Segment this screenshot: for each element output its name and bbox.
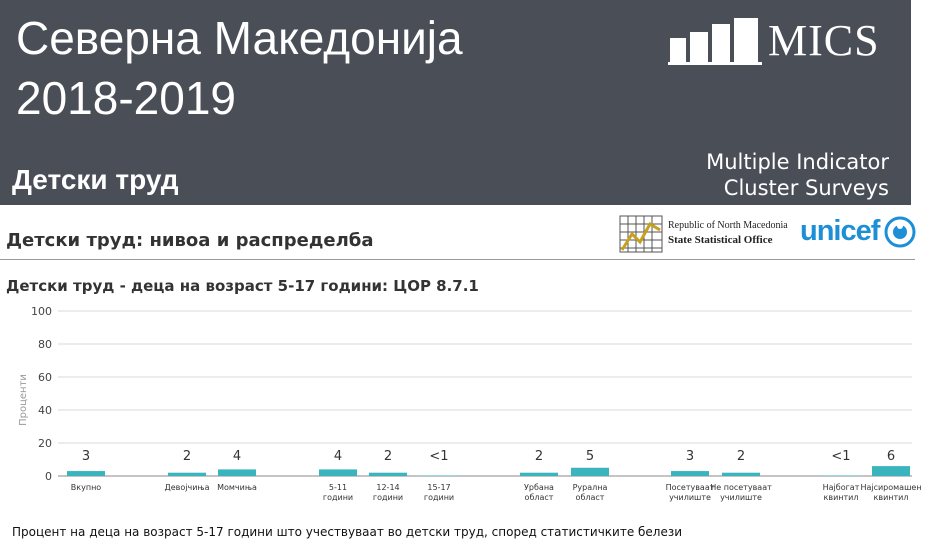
y-tick-label: 0	[45, 470, 52, 483]
bar	[218, 469, 256, 476]
mics-brand: MICS	[768, 16, 880, 65]
x-tick-label: 15-17 години	[424, 483, 454, 502]
topic-title: Детски труд	[12, 164, 179, 195]
value-labels: 3 2 4 4 2 <1 2 5 3 2 <1 6	[82, 449, 895, 464]
survey-years: 2018-2019	[16, 72, 236, 124]
bar	[671, 471, 709, 476]
x-tick-label: Девојчиња	[164, 483, 209, 492]
bars	[67, 466, 910, 477]
footnote: Процент на деца на возраст 5-17 години ш…	[12, 525, 683, 539]
y-axis-label: Проценти	[18, 374, 29, 426]
bar	[872, 466, 910, 476]
x-tick-label: Рурална област	[573, 483, 608, 502]
value-label: 2	[384, 449, 392, 464]
chart-title: Детски труд - деца на возраст 5-17 годин…	[6, 277, 479, 295]
bar	[67, 471, 105, 476]
tagline-line1: Multiple Indicator	[706, 150, 889, 174]
y-axis-ticks: 0 20 40 60 80 100	[31, 305, 52, 483]
x-tick-label: Вкупно	[71, 483, 102, 492]
section-divider	[0, 259, 915, 260]
x-axis-labels: Вкупно Девојчиња Момчиња 5-11 години 12-14 год…	[71, 483, 922, 502]
bar	[420, 475, 458, 477]
x-tick-label: Момчиња	[217, 483, 257, 492]
bar	[571, 467, 609, 476]
value-label: 2	[737, 449, 745, 464]
value-label: 6	[887, 449, 895, 464]
value-label: 5	[586, 449, 594, 464]
x-tick-label: Посетуваат училиште	[666, 483, 715, 502]
value-label: 4	[334, 449, 342, 464]
country-title: Северна Македонија	[16, 12, 463, 64]
value-label: 4	[233, 449, 241, 464]
sso-name-line1: Republic of North Macedonia	[668, 220, 788, 231]
section-title: Детски труд: нивоа и распределба	[6, 230, 374, 251]
bar	[168, 472, 206, 476]
y-tick-label: 100	[31, 305, 52, 318]
value-label: 2	[183, 449, 191, 464]
x-tick-label: Најсиромашен квинтил	[860, 483, 921, 502]
bar	[722, 472, 760, 476]
unicef-logo: unicef	[800, 215, 880, 247]
x-tick-label: Урбана област	[524, 483, 554, 502]
value-label: 2	[535, 449, 543, 464]
bar	[822, 475, 860, 477]
value-label: <1	[831, 449, 850, 464]
value-label: 3	[686, 449, 694, 464]
bar	[319, 469, 357, 476]
y-tick-label: 20	[38, 437, 52, 450]
x-tick-label: Најбогат квинтил	[823, 483, 860, 502]
y-tick-label: 60	[38, 371, 52, 384]
mics-logo-icon	[668, 18, 762, 65]
state-statistical-office-logo-icon	[619, 215, 663, 253]
y-tick-label: 80	[38, 338, 52, 351]
y-tick-label: 40	[38, 404, 52, 417]
unicef-globe-icon	[884, 216, 916, 248]
sso-name-line2: State Statistical Office	[668, 234, 773, 246]
bar-chart: 0 20 40 60 80 100 Проценти 3 2 4 4 2 <1 2 5 3 2 <1 6 Вку…	[18, 305, 922, 502]
bar	[520, 472, 558, 476]
bar	[369, 472, 407, 476]
x-tick-label: 12-14 години	[373, 483, 403, 502]
tagline-line2: Cluster Surveys	[723, 176, 889, 200]
x-tick-label: 5-11 години	[323, 483, 353, 502]
value-label: 3	[82, 449, 90, 464]
x-tick-label: Не посетуваат училиште	[710, 483, 772, 502]
value-label: <1	[429, 449, 448, 464]
header-banner: Северна Македонија 2018-2019 Детски труд…	[0, 0, 911, 205]
